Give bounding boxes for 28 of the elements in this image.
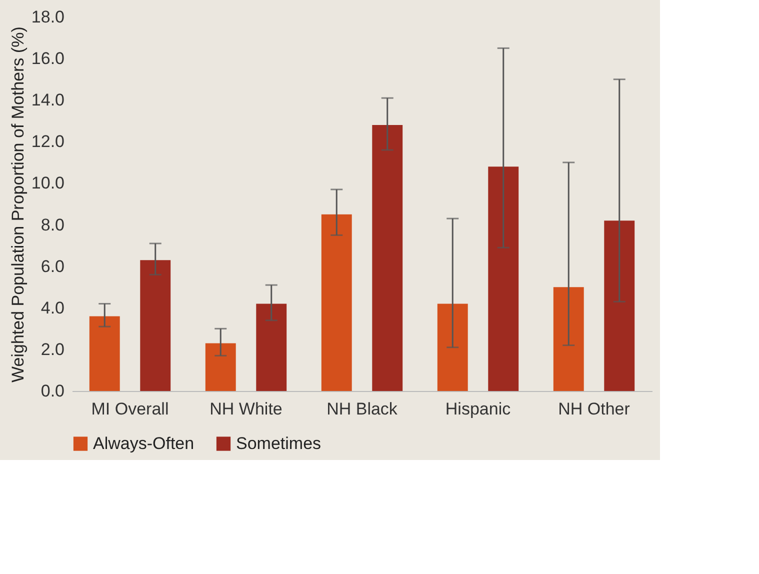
- bar: [437, 304, 468, 391]
- y-tick-label: 10.0: [31, 174, 64, 193]
- x-tick-label: NH Black: [326, 400, 398, 418]
- bar: [89, 316, 120, 391]
- bar: [205, 343, 236, 391]
- y-tick-label: 16.0: [31, 49, 64, 68]
- legend-label: Always-Often: [93, 434, 194, 453]
- x-tick-label: MI Overall: [91, 400, 169, 418]
- y-tick-label: 14.0: [31, 90, 64, 110]
- bar: [372, 125, 403, 391]
- x-tick-label: NH White: [210, 400, 282, 418]
- y-tick-label: 4.0: [40, 298, 64, 318]
- y-axis-title: Weighted Population Proportion of Mothers (%): [8, 26, 28, 382]
- bar: [140, 260, 171, 391]
- bar: [553, 287, 584, 391]
- bar: [321, 214, 352, 391]
- y-tick-label: 2.0: [40, 340, 64, 359]
- y-tick-label: 6.0: [40, 256, 64, 276]
- y-tick-label: 18.0: [31, 8, 64, 26]
- y-tick-label: 12.0: [31, 132, 64, 152]
- x-tick-label: NH Other: [558, 400, 630, 418]
- legend-label: Sometimes: [236, 434, 322, 453]
- bar: [488, 166, 519, 391]
- bar: [604, 220, 635, 391]
- x-tick-label: Hispanic: [445, 400, 512, 418]
- y-tick-label: 0.0: [40, 382, 64, 400]
- bar: [256, 304, 287, 391]
- y-tick-label: 8.0: [40, 215, 64, 234]
